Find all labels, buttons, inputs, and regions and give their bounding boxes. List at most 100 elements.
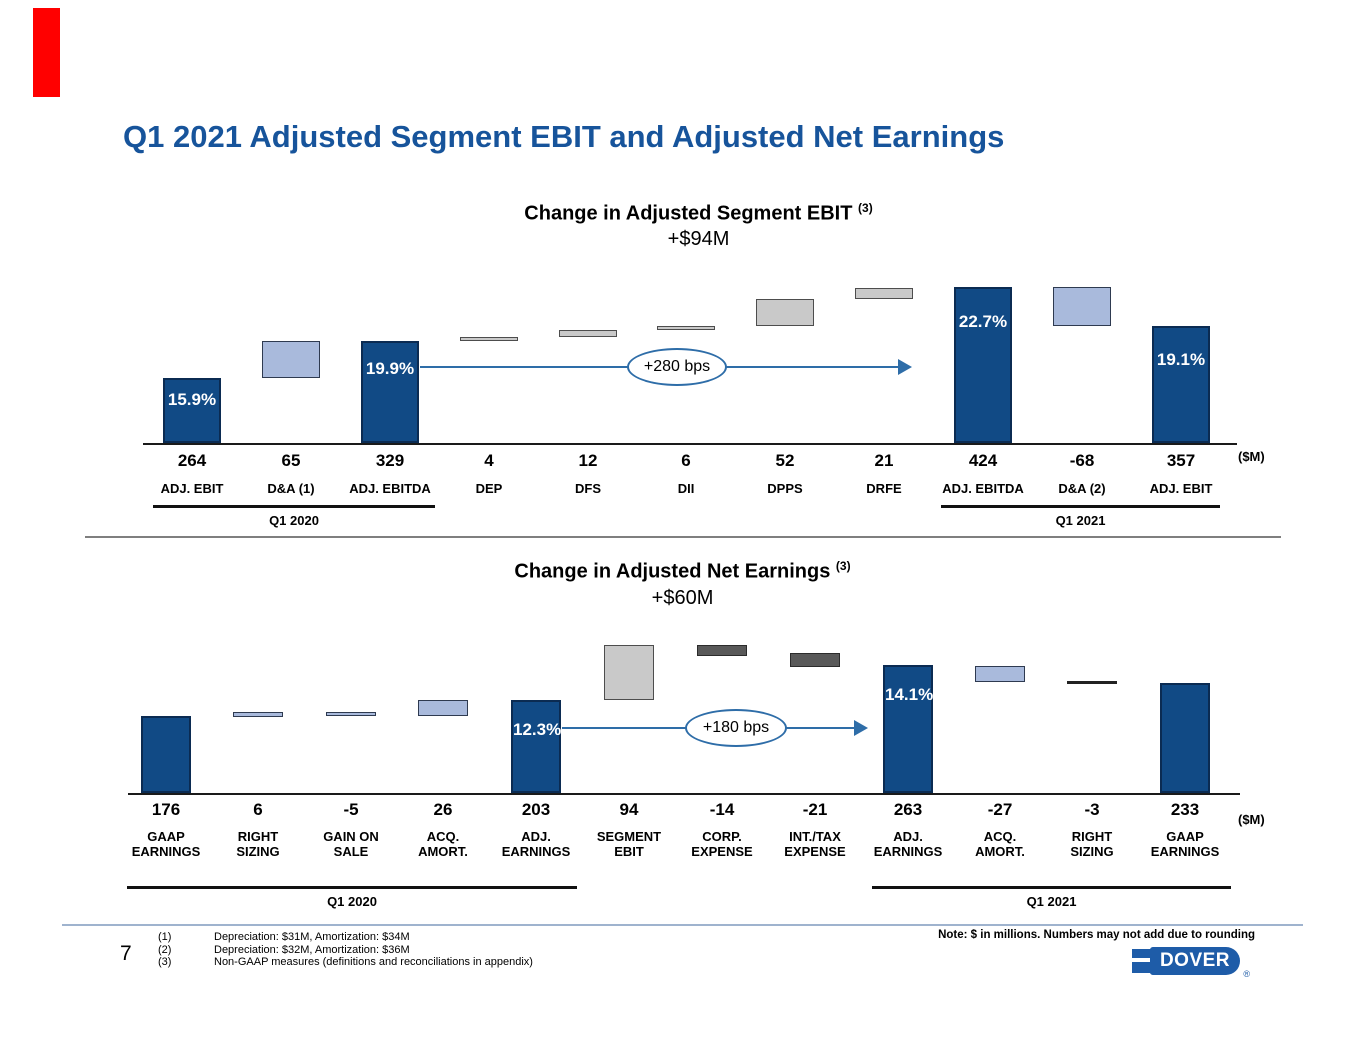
group-label: Q1 2020: [269, 513, 319, 528]
waterfall-bar: 19.1%: [1152, 326, 1210, 443]
page-number: 7: [120, 942, 132, 965]
bar-value: 12: [578, 451, 598, 470]
bar-value: 26: [433, 800, 453, 819]
bar-margin-pct: 19.1%: [1156, 350, 1206, 369]
bar-margin-pct: 12.3%: [513, 720, 562, 739]
bar-value: 6: [681, 451, 691, 470]
chart-title-footnote-ref: (3): [835, 559, 851, 573]
bar-label: GAAP EARNINGS: [131, 829, 201, 859]
bar-value: 203: [521, 800, 551, 819]
waterfall-bar: [326, 712, 376, 716]
chart-title: Change in Adjusted Net Earnings (3): [0, 559, 1365, 584]
chart-subtitle: +$60M: [651, 587, 714, 609]
waterfall-bar: 19.9%: [361, 341, 419, 443]
bar-label: ACQ. AMORT.: [975, 829, 1025, 859]
axis-line: [128, 793, 1240, 795]
bar-label: DEP: [475, 481, 503, 496]
dover-logo-tab-top: [1132, 949, 1158, 958]
waterfall-bar: 14.1%: [883, 665, 933, 793]
bar-value: 176: [151, 800, 181, 819]
bar-margin-pct: 19.9%: [365, 359, 415, 378]
waterfall-bar: 15.9%: [163, 378, 221, 443]
waterfall-bar: [559, 330, 617, 337]
bar-label: SEGMENT EBIT: [596, 829, 662, 859]
waterfall-bar: [233, 712, 283, 717]
waterfall-bar: [657, 326, 715, 330]
bar-label: DRFE: [866, 481, 902, 496]
bar-margin-pct: 15.9%: [167, 390, 217, 409]
chart-title-text: Change in Adjusted Segment EBIT: [524, 202, 853, 225]
bar-label: ADJ. EBITDA: [349, 481, 431, 496]
bar-label: GAIN ON SALE: [323, 829, 379, 859]
bar-label: ADJ. EARNINGS: [873, 829, 943, 859]
waterfall-bar: [262, 341, 320, 378]
bar-value: 263: [893, 800, 923, 819]
bar-value: -14: [709, 800, 735, 819]
bar-label: DPPS: [767, 481, 803, 496]
dover-logo: DOVER ®: [1132, 945, 1250, 979]
waterfall-bar: 12.3%: [511, 700, 561, 793]
callout-arrowhead: [898, 359, 912, 375]
waterfall-bar: [460, 337, 518, 341]
bar-label: ADJ. EBIT: [160, 481, 224, 496]
waterfall-bar: [756, 299, 814, 326]
chart-title: Change in Adjusted Segment EBIT (3): [32, 201, 1365, 226]
callout-arrow-line: [562, 727, 858, 729]
section-divider: [85, 536, 1281, 538]
group-underline: [127, 886, 577, 889]
bar-value: 65: [281, 451, 301, 470]
footnote-row: (2) Depreciation: $32M, Amortization: $36…: [158, 943, 410, 956]
waterfall-bar: [1053, 287, 1111, 326]
bar-label: ADJ. EBITDA: [942, 481, 1024, 496]
registered-trademark-icon: ®: [1243, 969, 1250, 979]
bar-label: D&A (1): [267, 481, 315, 496]
bar-value: 329: [375, 451, 405, 470]
bar-label: CORP. EXPENSE: [691, 829, 753, 859]
bar-margin-pct: 14.1%: [885, 685, 934, 704]
unit-label: ($M): [1238, 449, 1265, 464]
bar-value: 264: [177, 451, 207, 470]
bar-label: D&A (2): [1058, 481, 1106, 496]
bar-label: INT./TAX EXPENSE: [784, 829, 846, 859]
group-underline: [941, 505, 1220, 508]
footnote-row: (3) Non-GAAP measures (definitions and re…: [158, 956, 533, 968]
callout-arrow-line: [420, 366, 902, 368]
bar-label: RIGHT SIZING: [236, 829, 280, 859]
chart-title-text: Change in Adjusted Net Earnings: [514, 560, 831, 583]
callout-oval: +280 bps: [627, 348, 727, 386]
waterfall-bar: [1160, 683, 1210, 793]
group-underline: [872, 886, 1231, 889]
group-label: Q1 2021: [1055, 513, 1106, 528]
footnotes: (1) Depreciation: $31M, Amortization: $34…: [158, 932, 533, 970]
footer-divider: [62, 924, 1303, 926]
rounding-note: Note: $ in millions. Numbers may not add…: [938, 929, 1255, 941]
bar-label: DII: [677, 481, 695, 496]
bar-value: 94: [619, 800, 639, 819]
waterfall-bar: 22.7%: [954, 287, 1012, 443]
bar-value: 357: [1166, 451, 1196, 470]
waterfall-bar: [418, 700, 468, 716]
bar-value: -5: [343, 800, 359, 819]
footnote-row: (1) Depreciation: $31M, Amortization: $34…: [158, 931, 410, 943]
bar-value: 21: [874, 451, 894, 470]
chart-subtitle: +$94M: [667, 228, 730, 250]
waterfall-bar: [141, 716, 191, 793]
bar-value: -27: [987, 800, 1013, 819]
bar-value: 6: [253, 800, 263, 819]
waterfall-bar: [604, 645, 654, 700]
waterfall-bar: [790, 653, 840, 667]
waterfall-bar: [1067, 681, 1117, 684]
bar-margin-pct: 22.7%: [958, 312, 1008, 331]
bar-value: 52: [775, 451, 795, 470]
bar-value: 4: [484, 451, 494, 470]
bar-value: -21: [802, 800, 828, 819]
bar-label: ADJ. EBIT: [1149, 481, 1213, 496]
group-label: Q1 2020: [327, 894, 377, 909]
group-label: Q1 2021: [1026, 894, 1077, 909]
bar-value: 233: [1170, 800, 1200, 819]
